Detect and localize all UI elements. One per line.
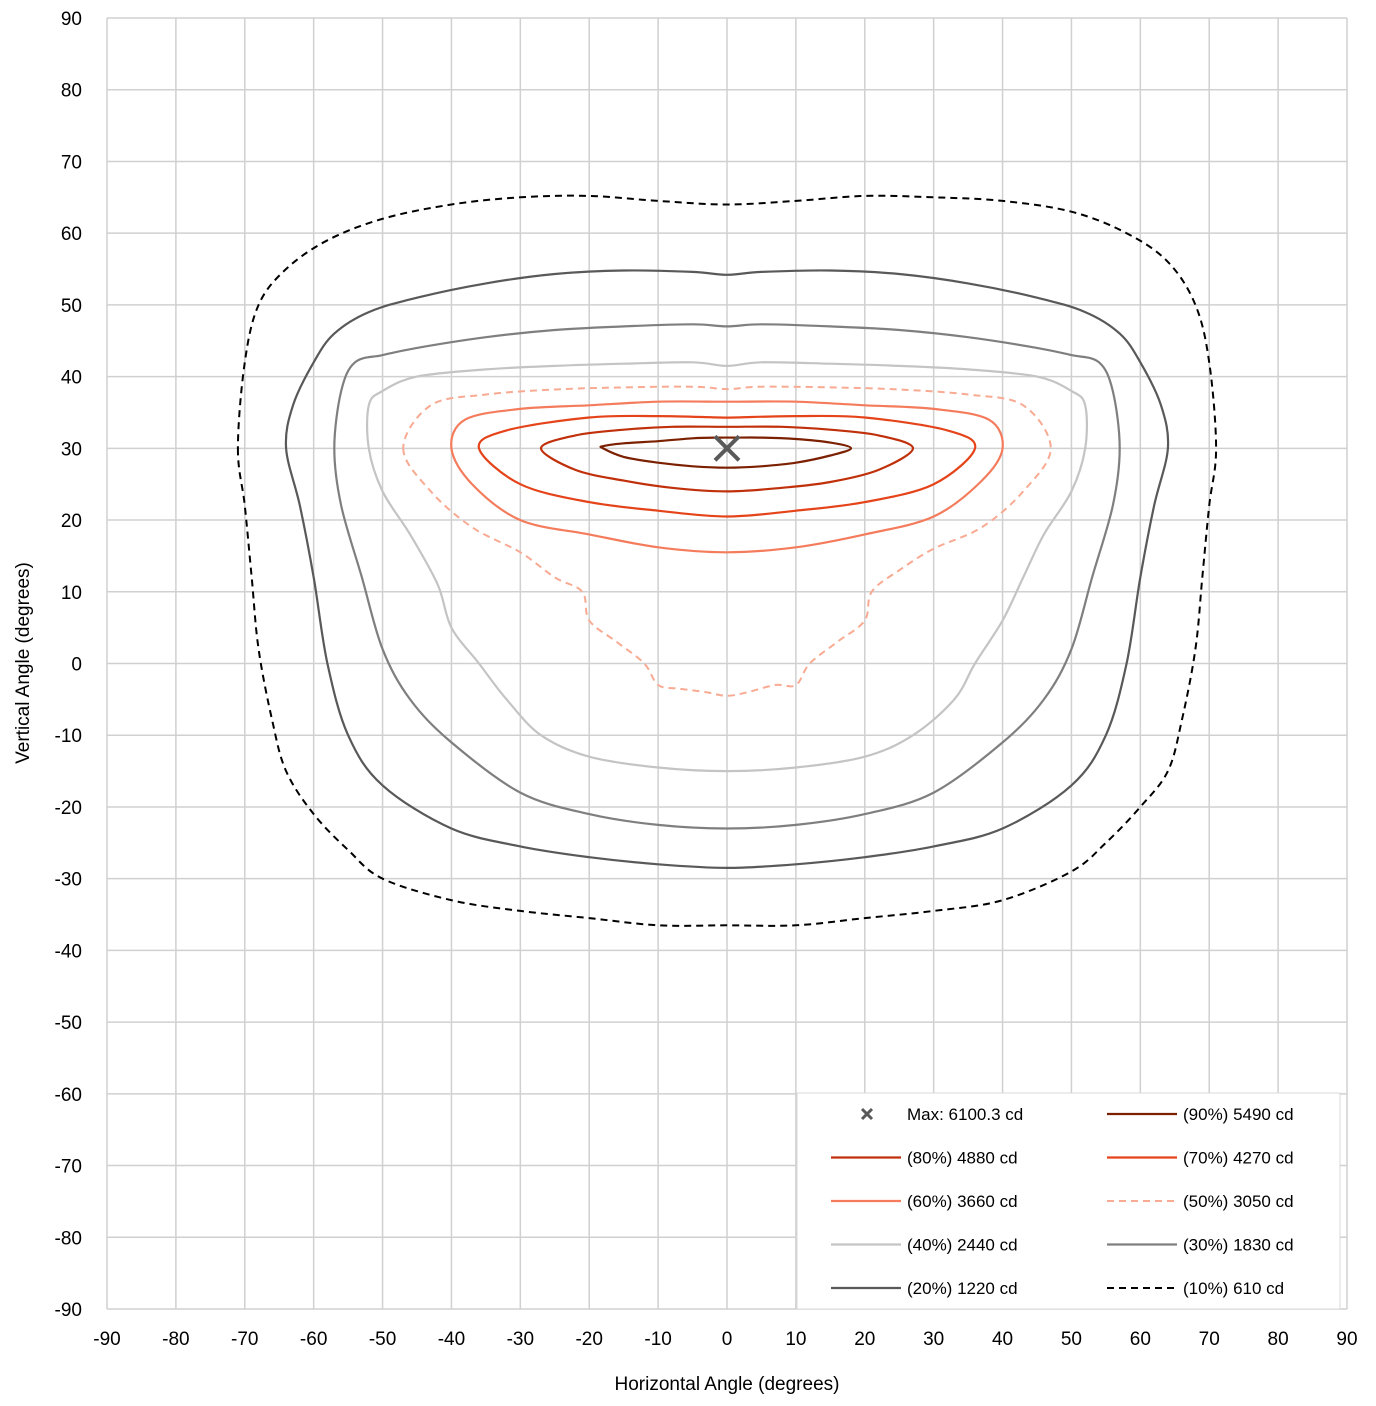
legend-label: (80%) 4880 cd xyxy=(907,1149,1018,1168)
y-tick-label: -40 xyxy=(55,941,82,962)
legend-label: (90%) 5490 cd xyxy=(1183,1105,1294,1124)
x-tick-label: -30 xyxy=(507,1329,534,1350)
contour-line-5 xyxy=(365,361,1089,773)
x-tick-label: 10 xyxy=(785,1329,806,1350)
x-tick-label: 30 xyxy=(923,1329,944,1350)
contour-line-0 xyxy=(599,436,853,469)
legend-label: (20%) 1220 cd xyxy=(907,1279,1018,1298)
x-tick-label: 80 xyxy=(1268,1329,1289,1350)
contour-line-2 xyxy=(477,414,977,518)
x-tick-label: -90 xyxy=(93,1329,120,1350)
x-tick-label: -80 xyxy=(162,1329,189,1350)
y-tick-label: 20 xyxy=(61,511,82,532)
legend-label: (70%) 4270 cd xyxy=(1183,1149,1294,1168)
max-point-marker xyxy=(713,434,741,462)
x-tick-label: 20 xyxy=(854,1329,875,1350)
legend-item-2: (80%) 4880 cd xyxy=(831,1149,1018,1168)
legend-item-9: (10%) 610 cd xyxy=(1107,1279,1284,1298)
x-tick-label: 70 xyxy=(1199,1329,1220,1350)
legend-label: (10%) 610 cd xyxy=(1183,1279,1284,1298)
y-tick-label: -70 xyxy=(55,1157,82,1178)
y-tick-label: 80 xyxy=(61,81,82,102)
y-tick-labels: 90 80 70 60 50 40 30 20 10 0 -10 -20 -30 -40 -50 -60 -70… xyxy=(55,9,82,1321)
legend-item-1: (90%) 5490 cd xyxy=(1107,1105,1294,1124)
y-tick-label: 70 xyxy=(61,152,82,173)
legend-item-3: (70%) 4270 cd xyxy=(1107,1149,1294,1168)
x-tick-label: -70 xyxy=(231,1329,258,1350)
y-tick-label: -20 xyxy=(55,798,82,819)
contour-line-1 xyxy=(539,425,915,493)
legend-item-8: (20%) 1220 cd xyxy=(831,1279,1018,1298)
legend-item-6: (40%) 2440 cd xyxy=(831,1236,1018,1255)
y-tick-label: 10 xyxy=(61,583,82,604)
x-tick-label: 90 xyxy=(1336,1329,1357,1350)
x-tick-label: 50 xyxy=(1061,1329,1082,1350)
x-tick-label: -40 xyxy=(438,1329,465,1350)
y-tick-label: 50 xyxy=(61,296,82,317)
y-tick-label: 40 xyxy=(61,368,82,389)
y-tick-label: -80 xyxy=(55,1228,82,1249)
y-tick-label: 60 xyxy=(61,224,82,245)
y-tick-label: -90 xyxy=(55,1300,82,1321)
legend-item-4: (60%) 3660 cd xyxy=(831,1192,1018,1211)
y-tick-label: 90 xyxy=(61,9,82,30)
y-tick-label: -10 xyxy=(55,726,82,747)
contour-series xyxy=(236,194,1218,927)
x-tick-label: -20 xyxy=(575,1329,602,1350)
legend-item-0: Max: 6100.3 cd xyxy=(860,1105,1023,1124)
legend-marker-icon-b xyxy=(860,1107,874,1121)
legend-label: (40%) 2440 cd xyxy=(907,1236,1018,1255)
x-tick-label: 0 xyxy=(722,1329,733,1350)
legend: Max: 6100.3 cd (90%) 5490 cd (80%) 4880 cd… xyxy=(831,1105,1294,1298)
contour-line-8 xyxy=(236,194,1218,927)
y-tick-label: 30 xyxy=(61,439,82,460)
legend-label: (30%) 1830 cd xyxy=(1183,1236,1294,1255)
max-marker-stroke-b xyxy=(713,434,741,462)
legend-item-7: (30%) 1830 cd xyxy=(1107,1236,1294,1255)
legend-item-5: (50%) 3050 cd xyxy=(1107,1192,1294,1211)
legend-label: Max: 6100.3 cd xyxy=(907,1105,1023,1124)
y-axis-title: Vertical Angle (degrees) xyxy=(13,562,34,764)
contour-line-3 xyxy=(450,400,1004,554)
x-tick-label: 60 xyxy=(1130,1329,1151,1350)
x-tick-label: 40 xyxy=(992,1329,1013,1350)
y-tick-label: -30 xyxy=(55,870,82,891)
contour-line-6 xyxy=(333,323,1121,830)
legend-label: (60%) 3660 cd xyxy=(907,1192,1018,1211)
x-axis-title: Horizontal Angle (degrees) xyxy=(615,1374,840,1395)
x-tick-label: -10 xyxy=(644,1329,671,1350)
x-tick-label: -50 xyxy=(369,1329,396,1350)
contour-line-7 xyxy=(284,269,1170,869)
x-tick-labels: -90 -80 -70 -60 -50 -40 -30 -20 -10 0 10 20 30 40 50 60… xyxy=(93,1329,1357,1350)
y-tick-label: -60 xyxy=(55,1085,82,1106)
legend-label: (50%) 3050 cd xyxy=(1183,1192,1294,1211)
y-tick-label: 0 xyxy=(71,655,82,676)
y-tick-label: -50 xyxy=(55,1013,82,1034)
x-tick-label: -60 xyxy=(300,1329,327,1350)
